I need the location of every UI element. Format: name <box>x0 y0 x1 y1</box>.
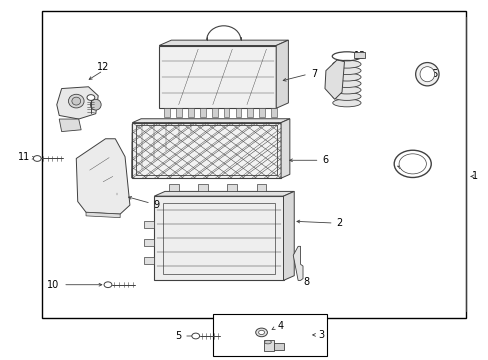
Circle shape <box>104 282 112 288</box>
Bar <box>273 343 283 350</box>
Bar <box>143 239 154 246</box>
Text: 2: 2 <box>336 218 342 228</box>
Text: 14: 14 <box>400 162 412 172</box>
Text: 12: 12 <box>97 62 109 72</box>
Bar <box>163 203 274 274</box>
Text: 4: 4 <box>278 321 284 331</box>
Text: 8: 8 <box>303 277 309 287</box>
Bar <box>143 221 154 228</box>
Text: 7: 7 <box>310 69 317 79</box>
Polygon shape <box>57 87 98 119</box>
Ellipse shape <box>68 94 84 108</box>
Text: 13: 13 <box>354 51 366 61</box>
Text: 15: 15 <box>426 69 438 79</box>
Polygon shape <box>76 139 130 214</box>
Bar <box>353 52 364 58</box>
Bar <box>42 12 466 318</box>
Bar <box>143 257 154 264</box>
Polygon shape <box>86 212 120 218</box>
Circle shape <box>393 150 430 177</box>
Bar <box>163 108 169 117</box>
Circle shape <box>398 154 426 174</box>
Bar <box>154 196 283 280</box>
Polygon shape <box>325 60 344 99</box>
Ellipse shape <box>332 60 360 68</box>
Polygon shape <box>276 40 288 108</box>
Bar <box>168 184 178 192</box>
Bar <box>223 108 229 117</box>
Ellipse shape <box>332 67 360 75</box>
Text: 9: 9 <box>153 200 160 210</box>
Bar <box>176 108 182 117</box>
Polygon shape <box>159 40 288 45</box>
Bar <box>227 184 237 192</box>
Ellipse shape <box>332 80 360 87</box>
Bar <box>247 108 253 117</box>
Bar <box>159 45 276 108</box>
Bar <box>198 184 207 192</box>
Ellipse shape <box>332 93 360 100</box>
Ellipse shape <box>332 73 360 81</box>
Polygon shape <box>154 192 294 196</box>
Circle shape <box>87 95 95 100</box>
Bar <box>264 339 273 351</box>
Ellipse shape <box>72 97 81 105</box>
Ellipse shape <box>332 86 360 94</box>
Ellipse shape <box>90 99 101 110</box>
Circle shape <box>33 156 41 161</box>
Bar <box>136 126 277 175</box>
Bar <box>200 108 205 117</box>
Text: 6: 6 <box>321 155 327 165</box>
Circle shape <box>255 328 267 337</box>
Polygon shape <box>281 119 289 178</box>
Polygon shape <box>283 192 294 280</box>
Ellipse shape <box>415 63 438 86</box>
Circle shape <box>258 330 264 334</box>
Bar <box>271 108 277 117</box>
Text: 10: 10 <box>47 280 60 290</box>
Circle shape <box>191 333 199 339</box>
Bar <box>132 123 281 178</box>
Text: 3: 3 <box>318 330 324 340</box>
Bar <box>212 315 327 356</box>
Ellipse shape <box>419 67 434 82</box>
Bar <box>187 108 193 117</box>
Text: 11: 11 <box>18 152 30 162</box>
Bar <box>211 108 217 117</box>
Ellipse shape <box>332 99 360 107</box>
Bar <box>235 108 241 117</box>
Text: 5: 5 <box>175 331 182 341</box>
Ellipse shape <box>264 340 271 344</box>
Polygon shape <box>59 119 81 132</box>
Bar <box>259 108 264 117</box>
Polygon shape <box>293 246 303 280</box>
Text: 1: 1 <box>471 171 477 181</box>
Bar <box>256 184 266 192</box>
Polygon shape <box>132 119 289 123</box>
